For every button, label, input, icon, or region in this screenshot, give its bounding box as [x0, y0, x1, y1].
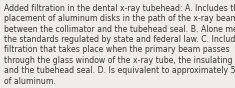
Text: Added filtration in the dental x-ray tubehead: A. Includes the: Added filtration in the dental x-ray tub…: [4, 4, 235, 13]
Text: through the glass window of the x-ray tube, the insulating oil,: through the glass window of the x-ray tu…: [4, 56, 235, 65]
Text: between the collimator and the tubehead seal. B. Alone meets: between the collimator and the tubehead …: [4, 25, 235, 34]
Text: filtration that takes place when the primary beam passes: filtration that takes place when the pri…: [4, 45, 230, 54]
Text: and the tubehead seal. D. Is equivalent to approximately 5.0 mm: and the tubehead seal. D. Is equivalent …: [4, 66, 235, 75]
Text: placement of aluminum disks in the path of the x-ray beam: placement of aluminum disks in the path …: [4, 14, 235, 23]
Text: of aluminum.: of aluminum.: [4, 77, 56, 86]
Text: the standards regulated by state and federal law. C. Includes: the standards regulated by state and fed…: [4, 35, 235, 44]
